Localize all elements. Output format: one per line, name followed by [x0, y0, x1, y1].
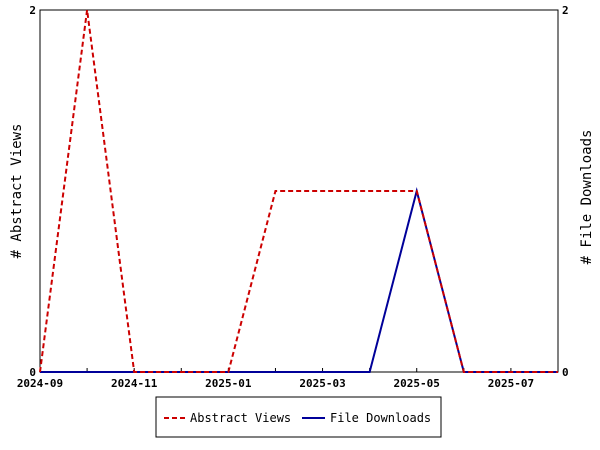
right-y-tick-label: 2 [562, 4, 569, 17]
legend-label-abstract-views: Abstract Views [190, 411, 291, 425]
right-y-tick-label: 0 [562, 366, 569, 379]
x-tick-label: 2024-09 [17, 377, 63, 390]
x-tick-label: 2024-11 [111, 377, 158, 390]
x-tick-label: 2025-01 [205, 377, 252, 390]
legend-label-file-downloads: File Downloads [330, 411, 431, 425]
left-axis-title: # Abstract Views [9, 124, 25, 259]
x-tick-label: 2025-03 [299, 377, 345, 390]
left-y-tick-label: 0 [29, 366, 36, 379]
series-line-abstract-views [39, 9, 558, 373]
x-tick-label: 2025-05 [394, 377, 440, 390]
left-y-tick-label: 2 [29, 4, 36, 17]
legend: Abstract Views File Downloads [155, 396, 442, 438]
legend-box [155, 396, 442, 438]
x-tick-label: 2025-07 [488, 377, 534, 390]
right-axis-title: # File Downloads [579, 130, 595, 265]
series-layer [39, 9, 558, 373]
